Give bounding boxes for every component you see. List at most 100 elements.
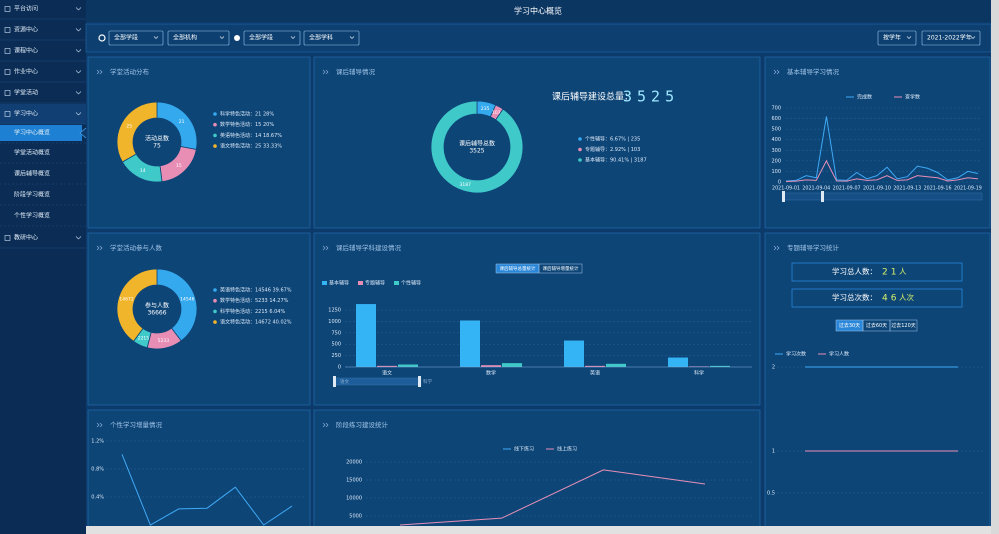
legend-label: 线上练习 bbox=[557, 446, 577, 453]
pie-slice bbox=[116, 101, 158, 163]
slider-handle[interactable] bbox=[782, 191, 785, 202]
menu-item[interactable]: 课程中心 bbox=[14, 47, 38, 55]
stat-unit: 人次 bbox=[899, 292, 914, 302]
date-slider[interactable] bbox=[783, 192, 983, 201]
legend-swatch bbox=[358, 281, 363, 285]
y-tick-label: 0 bbox=[338, 365, 341, 371]
menu-item[interactable]: 作业中心 bbox=[14, 68, 38, 76]
submenu-item[interactable]: 学堂活动概览 bbox=[14, 149, 50, 157]
x-tick-label: 2021-09-19 bbox=[954, 186, 982, 192]
panel-title-icon bbox=[322, 245, 329, 251]
menu-item[interactable]: 资源中心 bbox=[14, 26, 38, 34]
radio[interactable] bbox=[234, 35, 240, 41]
legend-label: 英语特色活动：14 18.67% bbox=[220, 132, 282, 139]
panel bbox=[313, 409, 761, 534]
select-box[interactable] bbox=[108, 30, 164, 46]
select-box[interactable] bbox=[243, 30, 301, 46]
toggle-label: 课后辅导总量统计 bbox=[500, 265, 536, 272]
legend-dot bbox=[213, 320, 217, 324]
legend-dot bbox=[213, 288, 217, 292]
select-chevron bbox=[290, 36, 296, 39]
slice-label: 14546 bbox=[180, 296, 194, 302]
select-chevron bbox=[906, 36, 912, 39]
panel-title: 个性学习增量情况 bbox=[110, 420, 163, 429]
select-box[interactable] bbox=[167, 30, 230, 46]
stat-box bbox=[791, 262, 963, 282]
collapse-arrow[interactable] bbox=[79, 127, 87, 139]
x-tick-label: 2021-09-16 bbox=[924, 186, 952, 192]
menu-icon bbox=[4, 48, 11, 54]
bar bbox=[710, 365, 730, 367]
select-box[interactable] bbox=[303, 30, 360, 46]
legend-dot bbox=[578, 137, 582, 141]
submenu-item[interactable]: 学习中心概览 bbox=[14, 129, 50, 137]
select-label: 全部学段 bbox=[249, 34, 273, 42]
legend-label: 语文特色活动：14672 40.02% bbox=[220, 319, 292, 326]
legend-label: 专题辅导 bbox=[365, 280, 385, 287]
x-tick-label: 2021-09-13 bbox=[893, 186, 921, 192]
menu-icon bbox=[4, 69, 11, 75]
radio[interactable] bbox=[98, 34, 106, 42]
range-button-label: 过去120天 bbox=[891, 322, 916, 329]
select-label: 按学年 bbox=[883, 34, 901, 42]
select-chevron bbox=[349, 36, 355, 39]
legend-label: 语文特色活动：25 33.33% bbox=[220, 143, 282, 150]
panel bbox=[313, 56, 761, 229]
y-tick-label: 0.8% bbox=[91, 467, 104, 473]
menu-item[interactable]: 平台访问 bbox=[14, 5, 38, 13]
y-tick-label: 20000 bbox=[346, 460, 362, 466]
y-tick-label: 500 bbox=[331, 342, 341, 348]
bar bbox=[377, 365, 397, 367]
submenu-item[interactable]: 个性学习概览 bbox=[14, 212, 50, 220]
x-tick-label: 科学 bbox=[694, 370, 704, 377]
slice-label: 21 bbox=[179, 119, 185, 125]
legend-label: 个性辅导：6.67% | 235 bbox=[585, 136, 640, 143]
x-tick-label: 2021-09-07 bbox=[833, 186, 861, 192]
y-tick-label: 400 bbox=[771, 137, 781, 143]
stat-box bbox=[791, 288, 963, 308]
bar bbox=[668, 357, 688, 367]
submenu-active bbox=[0, 125, 82, 141]
slice-label: 5233 bbox=[158, 338, 170, 344]
range-button-label: 过去30天 bbox=[839, 322, 860, 329]
center-value: 36666 bbox=[147, 310, 166, 317]
panel-title-icon bbox=[96, 245, 103, 251]
x-tick-label: 2021-09-04 bbox=[802, 186, 830, 192]
center-label: 参与人数 bbox=[145, 302, 169, 310]
menu-item[interactable]: 教研中心 bbox=[14, 234, 38, 242]
submenu-item[interactable]: 阶段学习概览 bbox=[14, 191, 50, 199]
y-tick-label: 100 bbox=[771, 169, 781, 175]
legend-label: 数学特色活动：15 20% bbox=[220, 121, 274, 128]
v-scrollbar[interactable] bbox=[991, 0, 999, 534]
headline: 课后辅导建设总量： bbox=[552, 91, 633, 103]
menu-item[interactable]: 学习中心 bbox=[14, 110, 38, 118]
select-box[interactable] bbox=[921, 30, 981, 46]
legend-dot bbox=[213, 309, 217, 314]
slider-handle[interactable] bbox=[418, 376, 421, 387]
slider-handle[interactable] bbox=[333, 376, 336, 387]
pie-slice bbox=[430, 100, 524, 194]
menu-item[interactable]: 学堂活动 bbox=[14, 89, 38, 97]
slider-handle[interactable] bbox=[821, 191, 824, 202]
stat-value: 21 bbox=[882, 268, 899, 278]
range-button-label: 过去60天 bbox=[866, 322, 887, 329]
slider-label: 科学 bbox=[423, 378, 432, 385]
legend-dot bbox=[213, 112, 217, 116]
select-box[interactable] bbox=[877, 30, 917, 46]
select-chevron bbox=[219, 36, 225, 39]
stat-label: 学习总次数： bbox=[832, 292, 877, 302]
menu-chevron bbox=[75, 7, 82, 11]
range-button[interactable] bbox=[889, 319, 918, 332]
panel-title: 学堂活动参与人数 bbox=[110, 243, 163, 252]
menu-chevron bbox=[75, 49, 82, 53]
center-label: 课后辅导总数 bbox=[459, 140, 495, 148]
bar bbox=[481, 365, 501, 367]
x-tick-label: 语文 bbox=[382, 370, 392, 377]
slice-label: 15 bbox=[176, 163, 182, 169]
toggle-button[interactable] bbox=[538, 263, 583, 274]
h-scrollbar[interactable] bbox=[86, 526, 991, 534]
submenu-item[interactable]: 课后辅导概览 bbox=[14, 170, 50, 178]
select-chevron bbox=[153, 36, 159, 39]
